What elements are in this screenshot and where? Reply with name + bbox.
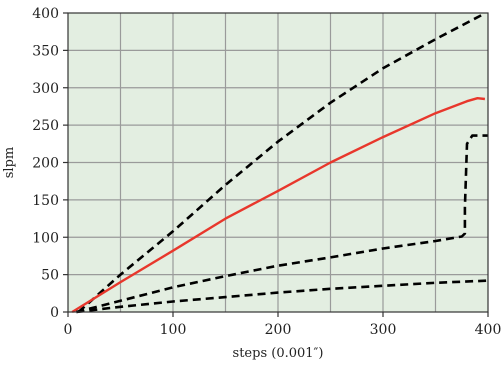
- x-tick-label: 400: [475, 322, 502, 338]
- series-line-4: [76, 279, 489, 314]
- grid: [68, 13, 488, 312]
- series-line-1: [77, 13, 484, 313]
- x-tick-label: 100: [160, 322, 187, 338]
- y-tick-label: 0: [50, 305, 59, 321]
- axes: 0 50 100 150 200 250 300 350 400 0 100 200 300 400: [32, 6, 501, 338]
- y-tick-label: 100: [32, 230, 59, 246]
- y-tick-label: 300: [32, 81, 59, 97]
- series-line-3: [76, 134, 488, 314]
- y-axis-title: slpm: [2, 147, 17, 178]
- y-tick-label: 150: [32, 193, 59, 209]
- y-tick-label: 250: [32, 118, 59, 134]
- x-axis-title: steps (0.001″): [233, 346, 324, 361]
- y-tick-label: 200: [32, 156, 59, 172]
- series-group: [71, 13, 489, 314]
- y-tick-label: 50: [41, 268, 59, 284]
- x-tick-label: 300: [370, 322, 397, 338]
- series-line-2: [71, 97, 486, 314]
- y-tick-label: 350: [32, 43, 59, 59]
- x-tick-label: 200: [265, 322, 292, 338]
- x-tick-label: 0: [64, 322, 73, 338]
- y-tick-label: 400: [32, 6, 59, 22]
